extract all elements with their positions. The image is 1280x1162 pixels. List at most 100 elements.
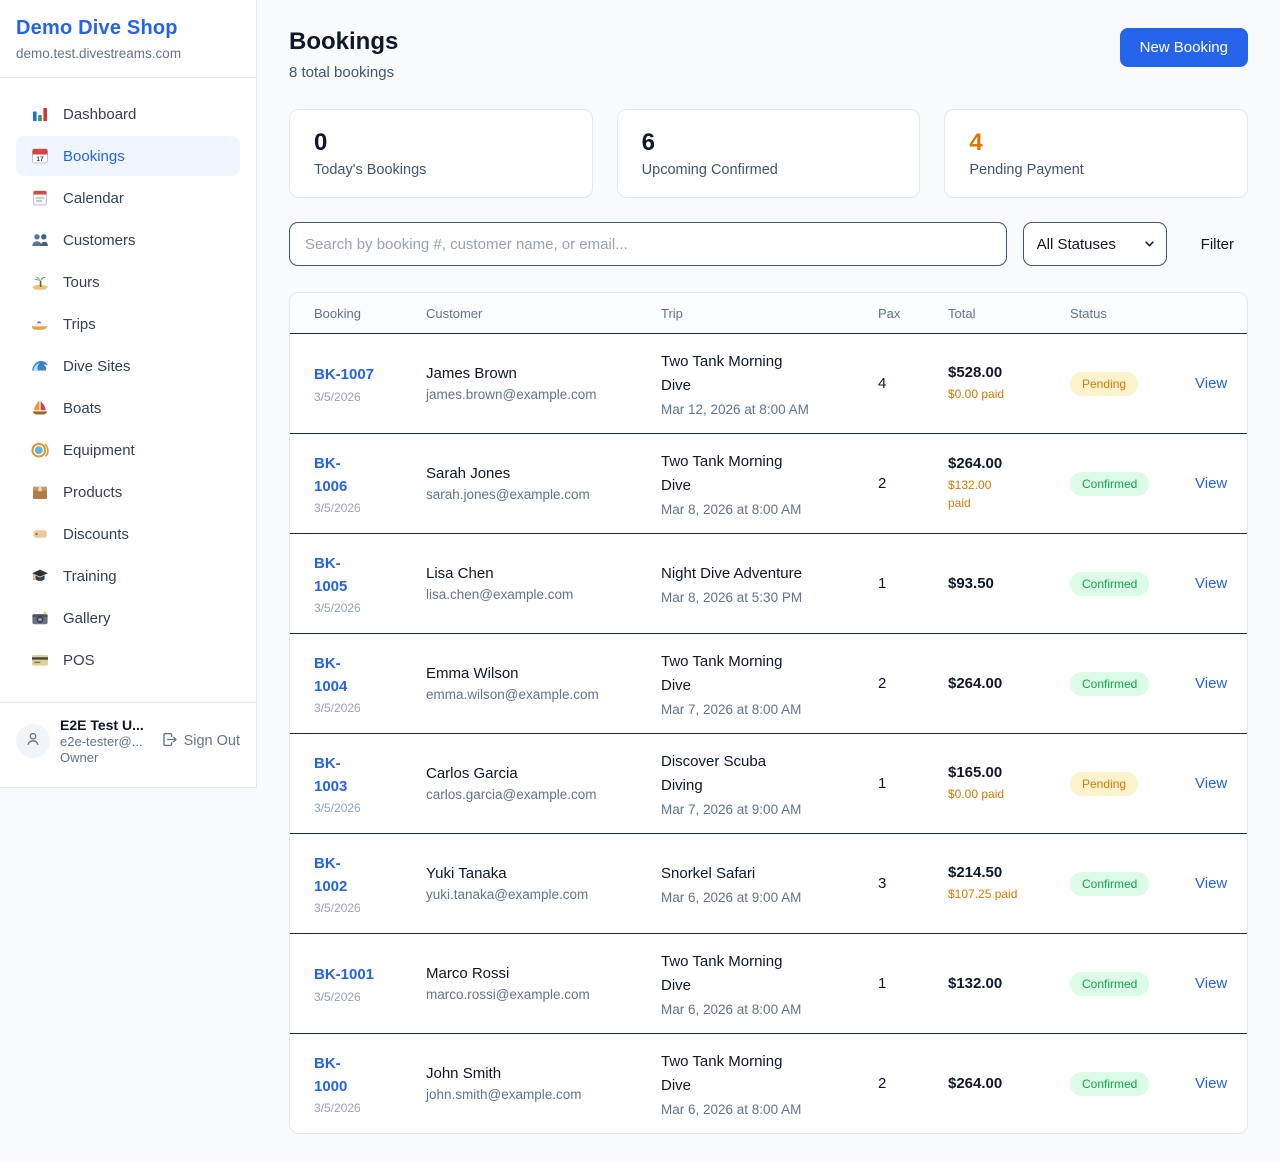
booking-cell: BK- 1004 3/5/2026 — [314, 652, 426, 716]
calendar-icon: 17 — [30, 146, 50, 166]
pax-value: 1 — [878, 775, 887, 792]
view-link[interactable]: View — [1195, 1075, 1228, 1092]
trip-name: Two Tank Morning Dive — [661, 953, 783, 994]
sidebar-item-bookings[interactable]: 17 Bookings — [16, 136, 240, 176]
sidebar-item-products[interactable]: Products — [16, 472, 240, 512]
status-filter-select[interactable]: All Statuses — [1022, 222, 1167, 266]
sidebar-item-equipment[interactable]: Equipment — [16, 430, 240, 470]
new-booking-button[interactable]: New Booking — [1119, 28, 1248, 67]
stat-card: 0 Today's Bookings — [289, 109, 593, 198]
filter-button[interactable]: Filter — [1200, 235, 1234, 253]
total-amount: $264.00 — [948, 455, 1003, 472]
sidebar-item-trips[interactable]: Trips — [16, 304, 240, 344]
pax-value: 2 — [878, 475, 887, 492]
table-row: BK- 1006 3/5/2026 Sarah Jones sarah.jone… — [290, 433, 1247, 533]
customer-email: yuki.tanaka@example.com — [426, 887, 589, 902]
sidebar-item-calendar[interactable]: Calendar — [16, 178, 240, 218]
booking-id-link[interactable]: BK- 1002 — [314, 854, 348, 895]
trip-datetime: Mar 7, 2026 at 9:00 AM — [661, 801, 802, 817]
customer-email: john.smith@example.com — [426, 1087, 582, 1102]
trip-cell: Night Dive Adventure Mar 8, 2026 at 5:30… — [661, 562, 878, 605]
column-header-trip: Trip — [661, 305, 683, 321]
booking-cell: BK- 1006 3/5/2026 — [314, 452, 426, 516]
booking-cell: BK- 1003 3/5/2026 — [314, 752, 426, 816]
pax-value: 1 — [878, 975, 887, 992]
customer-name: Marco Rossi — [426, 965, 510, 982]
table-row: BK-1007 3/5/2026 James Brown james.brown… — [290, 333, 1247, 433]
avatar — [16, 724, 50, 758]
booking-date: 3/5/2026 — [314, 701, 361, 716]
package-icon — [30, 482, 50, 502]
booking-date: 3/5/2026 — [314, 901, 361, 916]
sidebar-item-boats[interactable]: Boats — [16, 388, 240, 428]
view-link[interactable]: View — [1195, 375, 1228, 392]
sidebar-item-customers[interactable]: Customers — [16, 220, 240, 260]
search-input[interactable] — [289, 222, 1007, 266]
view-link[interactable]: View — [1195, 575, 1228, 592]
sidebar-item-discounts[interactable]: Discounts — [16, 514, 240, 554]
booking-id-link[interactable]: BK- 1004 — [314, 654, 348, 695]
booking-id-link[interactable]: BK- 1006 — [314, 454, 348, 495]
view-link[interactable]: View — [1195, 475, 1228, 492]
status-cell: Confirmed — [1070, 571, 1195, 596]
customer-name: James Brown — [426, 365, 517, 382]
sidebar-item-dive-sites[interactable]: Dive Sites — [16, 346, 240, 386]
booking-id-link[interactable]: BK- 1000 — [314, 1054, 348, 1095]
customer-cell: John Smith john.smith@example.com — [426, 1065, 661, 1102]
sidebar-item-dashboard[interactable]: Dashboard — [16, 94, 240, 134]
trip-name: Discover Scuba Diving — [661, 753, 767, 794]
status-badge: Confirmed — [1070, 471, 1150, 496]
view-link[interactable]: View — [1195, 975, 1228, 992]
pax-value: 4 — [878, 375, 887, 392]
booking-id-link[interactable]: BK- 1003 — [314, 754, 348, 795]
view-link[interactable]: View — [1195, 875, 1228, 892]
booking-cell: BK- 1002 3/5/2026 — [314, 852, 426, 916]
stats-row: 0 Today's Bookings 6 Upcoming Confirmed … — [289, 109, 1248, 198]
booking-date: 3/5/2026 — [314, 389, 361, 404]
table-row: BK- 1002 3/5/2026 Yuki Tanaka yuki.tanak… — [290, 833, 1247, 933]
customer-cell: James Brown james.brown@example.com — [426, 365, 661, 402]
sidebar-item-label: Tours — [63, 273, 100, 291]
trip-cell: Discover Scuba Diving Mar 7, 2026 at 9:0… — [661, 750, 878, 817]
booking-cell: BK- 1000 3/5/2026 — [314, 1052, 426, 1116]
table-row: BK- 1005 3/5/2026 Lisa Chen lisa.chen@ex… — [290, 533, 1247, 633]
status-badge: Confirmed — [1070, 1071, 1150, 1096]
table-header-row: Booking Customer Trip Pax Total Status — [290, 293, 1247, 333]
trip-name: Two Tank Morning Dive — [661, 653, 783, 694]
sidebar-item-pos[interactable]: POS — [16, 640, 240, 680]
view-link[interactable]: View — [1195, 775, 1228, 792]
paid-amount: $0.00 paid — [948, 387, 1005, 401]
trip-name: Snorkel Safari — [661, 864, 756, 882]
customer-email: carlos.garcia@example.com — [426, 787, 597, 802]
sign-out-button[interactable]: Sign Out — [161, 731, 240, 752]
sidebar-item-label: Dive Sites — [63, 357, 131, 375]
booking-date: 3/5/2026 — [314, 501, 361, 516]
trip-cell: Snorkel Safari Mar 6, 2026 at 9:00 AM — [661, 862, 878, 905]
customer-name: Lisa Chen — [426, 565, 494, 582]
booking-date: 3/5/2026 — [314, 801, 361, 816]
customer-name: Carlos Garcia — [426, 765, 518, 782]
booking-cell: BK-1007 3/5/2026 — [314, 363, 426, 403]
total-cell: $165.00 $0.00 paid — [948, 764, 1070, 803]
speedboat-icon — [30, 314, 50, 334]
booking-id-link[interactable]: BK-1007 — [314, 366, 375, 384]
customer-name: Sarah Jones — [426, 465, 511, 482]
column-header-pax: Pax — [878, 305, 901, 321]
sidebar-item-gallery[interactable]: Gallery — [16, 598, 240, 638]
table-row: BK- 1003 3/5/2026 Carlos Garcia carlos.g… — [290, 733, 1247, 833]
camera-icon — [30, 608, 50, 628]
paid-amount: $107.25 paid — [948, 887, 1018, 901]
column-header-booking: Booking — [314, 305, 361, 321]
column-header-customer: Customer — [426, 305, 483, 321]
booking-id-link[interactable]: BK- 1005 — [314, 554, 348, 595]
trip-cell: Two Tank Morning Dive Mar 12, 2026 at 8:… — [661, 350, 878, 417]
sidebar-item-label: POS — [63, 651, 95, 669]
sidebar-item-training[interactable]: Training — [16, 556, 240, 596]
sidebar-item-tours[interactable]: Tours — [16, 262, 240, 302]
booking-id-link[interactable]: BK-1001 — [314, 966, 375, 984]
customer-cell: Sarah Jones sarah.jones@example.com — [426, 465, 661, 502]
credit-card-icon — [30, 650, 50, 670]
booking-date: 3/5/2026 — [314, 989, 361, 1004]
view-link[interactable]: View — [1195, 675, 1228, 692]
trip-cell: Two Tank Morning Dive Mar 6, 2026 at 8:0… — [661, 950, 878, 1017]
